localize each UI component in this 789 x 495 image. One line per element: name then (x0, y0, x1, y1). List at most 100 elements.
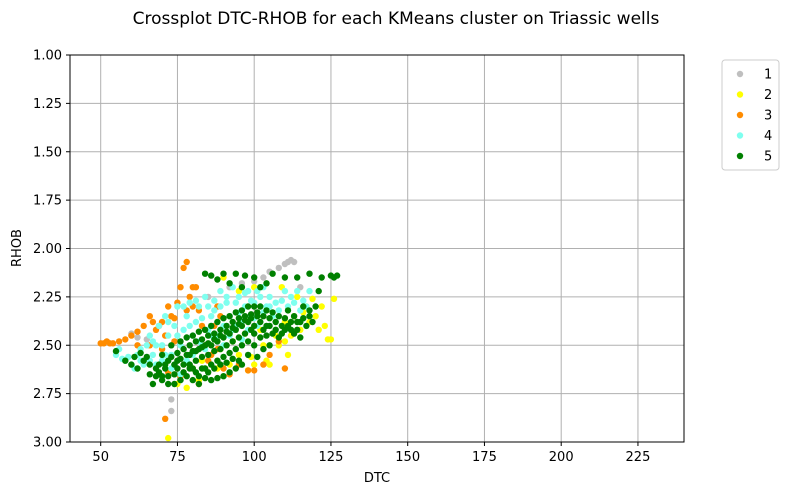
data-point (183, 373, 190, 380)
data-point (269, 309, 276, 316)
data-point (189, 332, 196, 339)
data-point (195, 303, 203, 310)
data-point (192, 297, 200, 304)
data-point (174, 357, 181, 364)
data-point (155, 369, 163, 376)
data-point (238, 284, 246, 291)
data-point (143, 353, 150, 361)
data-point (223, 342, 230, 349)
data-point (226, 369, 233, 376)
data-point (303, 322, 310, 330)
data-point (217, 345, 224, 353)
legend-marker (736, 91, 744, 98)
y-tick-label: 1.75 (33, 194, 62, 209)
data-point (260, 326, 267, 333)
data-point (162, 361, 169, 368)
data-point (269, 270, 276, 277)
data-point (235, 320, 243, 328)
data-point (260, 313, 267, 320)
data-point (294, 274, 301, 281)
data-point (241, 289, 249, 297)
data-point (201, 326, 209, 333)
legend-box (721, 59, 780, 171)
x-axis-label: DTC (364, 471, 390, 486)
data-point (165, 303, 172, 310)
data-point (247, 297, 255, 304)
data-point (223, 328, 230, 335)
data-point (284, 307, 292, 314)
data-point (266, 351, 273, 359)
data-point (235, 315, 243, 322)
data-point (220, 315, 227, 322)
data-point (134, 334, 141, 341)
data-point (235, 334, 243, 341)
data-point (223, 299, 230, 306)
data-point (300, 315, 307, 322)
data-point (251, 322, 258, 330)
data-point (217, 303, 224, 310)
data-point (306, 307, 313, 314)
data-point (174, 365, 181, 372)
data-point (297, 334, 304, 341)
legend-marker (736, 70, 744, 78)
data-point (211, 307, 218, 314)
data-point (333, 272, 341, 279)
data-point (275, 307, 282, 314)
data-point (180, 361, 187, 368)
data-point (186, 299, 193, 306)
chart-title: Crossplot DTC-RHOB for each KMeans clust… (133, 9, 660, 29)
data-point (269, 330, 276, 337)
data-point (257, 303, 264, 310)
y-tick-label: 2.00 (33, 242, 62, 257)
data-point (275, 313, 282, 320)
data-point (272, 299, 279, 306)
data-point (229, 338, 236, 345)
data-point (315, 287, 322, 295)
data-point (266, 315, 273, 322)
data-point (189, 284, 196, 291)
y-axis-label: RHOB (10, 229, 25, 267)
data-point (158, 342, 166, 349)
data-point (315, 326, 322, 333)
data-point (198, 365, 206, 372)
data-point (165, 380, 172, 388)
y-tick-label: 1.25 (33, 97, 62, 112)
legend: 1 2 3 4 5 (721, 59, 780, 171)
data-point (300, 303, 307, 310)
data-point (165, 373, 172, 380)
data-point (171, 315, 178, 322)
data-point (177, 338, 184, 345)
data-point (226, 313, 233, 320)
data-point (220, 353, 227, 361)
data-point (211, 297, 218, 304)
data-point (168, 407, 175, 415)
data-point (211, 330, 218, 337)
data-point (235, 293, 243, 301)
data-point (205, 340, 212, 347)
data-point (275, 334, 282, 341)
data-point (140, 322, 147, 330)
data-point (205, 332, 212, 339)
data-point (257, 334, 264, 341)
data-point (122, 336, 129, 343)
data-point (214, 374, 221, 382)
data-point (180, 326, 187, 333)
data-point (174, 332, 181, 339)
legend-marker (736, 132, 744, 139)
series-5 (112, 270, 341, 388)
data-point (205, 303, 212, 310)
data-point (109, 340, 117, 347)
data-point (146, 371, 153, 378)
data-point (208, 376, 215, 384)
data-point (238, 307, 246, 314)
data-point (226, 280, 233, 287)
data-point (257, 318, 264, 326)
data-point (287, 326, 295, 333)
data-point (208, 313, 215, 320)
data-point (241, 272, 249, 279)
data-point (183, 313, 190, 320)
data-point (162, 415, 169, 422)
data-point (318, 303, 325, 310)
data-point (183, 334, 190, 341)
